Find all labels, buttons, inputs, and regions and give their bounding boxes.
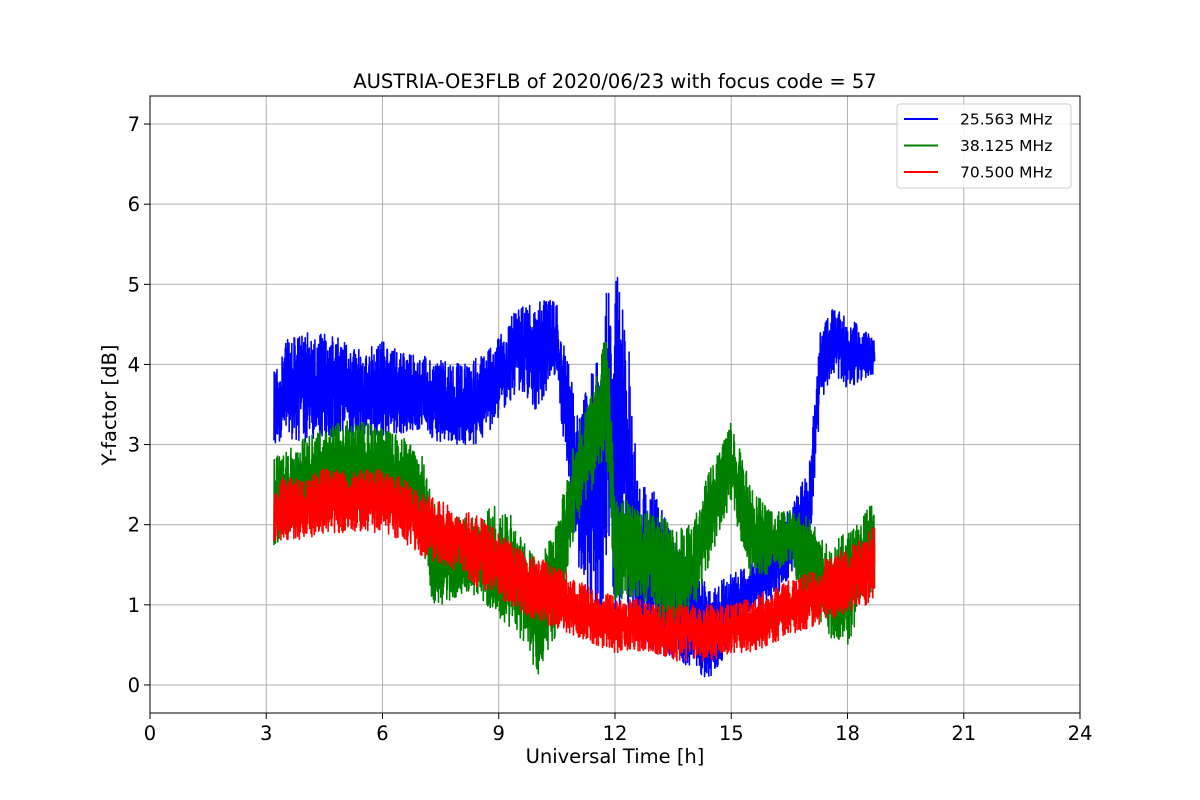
y-tick-label: 4 (128, 353, 140, 376)
x-tick-label: 9 (493, 722, 505, 745)
y-tick-label: 2 (128, 514, 140, 537)
x-axis-label: Universal Time [h] (526, 745, 705, 768)
x-tick-label: 12 (603, 722, 628, 745)
y-tick-label: 1 (128, 594, 140, 617)
x-tick-label: 15 (719, 722, 744, 745)
series-38-125-mhz (273, 342, 876, 675)
y-axis-label: Y-factor [dB] (98, 345, 121, 467)
legend: 25.563 MHz 38.125 MHz 70.500 MHz (896, 103, 1072, 189)
y-tick-label: 6 (128, 193, 140, 216)
series-70-500-mhz (273, 468, 876, 662)
legend-label: 38.125 MHz (960, 137, 1052, 155)
x-tick-label: 6 (376, 722, 388, 745)
legend-label: 25.563 MHz (960, 111, 1052, 129)
series-line (273, 342, 876, 675)
x-tick-label: 24 (1068, 722, 1093, 745)
y-tick-label: 0 (128, 674, 140, 697)
chart-title: AUSTRIA-OE3FLB of 2020/06/23 with focus … (353, 70, 876, 93)
x-tick-label: 0 (144, 722, 156, 745)
x-tick-label: 18 (835, 722, 860, 745)
x-tick-label: 21 (951, 722, 976, 745)
series-line (273, 468, 876, 662)
y-tick-label: 3 (128, 434, 140, 457)
x-tick-label: 3 (260, 722, 272, 745)
y-tick-label: 5 (128, 273, 140, 296)
y-tick-label: 7 (128, 113, 140, 136)
plot-area (273, 276, 876, 678)
legend-box (896, 103, 1072, 189)
legend-label: 70.500 MHz (960, 164, 1052, 182)
